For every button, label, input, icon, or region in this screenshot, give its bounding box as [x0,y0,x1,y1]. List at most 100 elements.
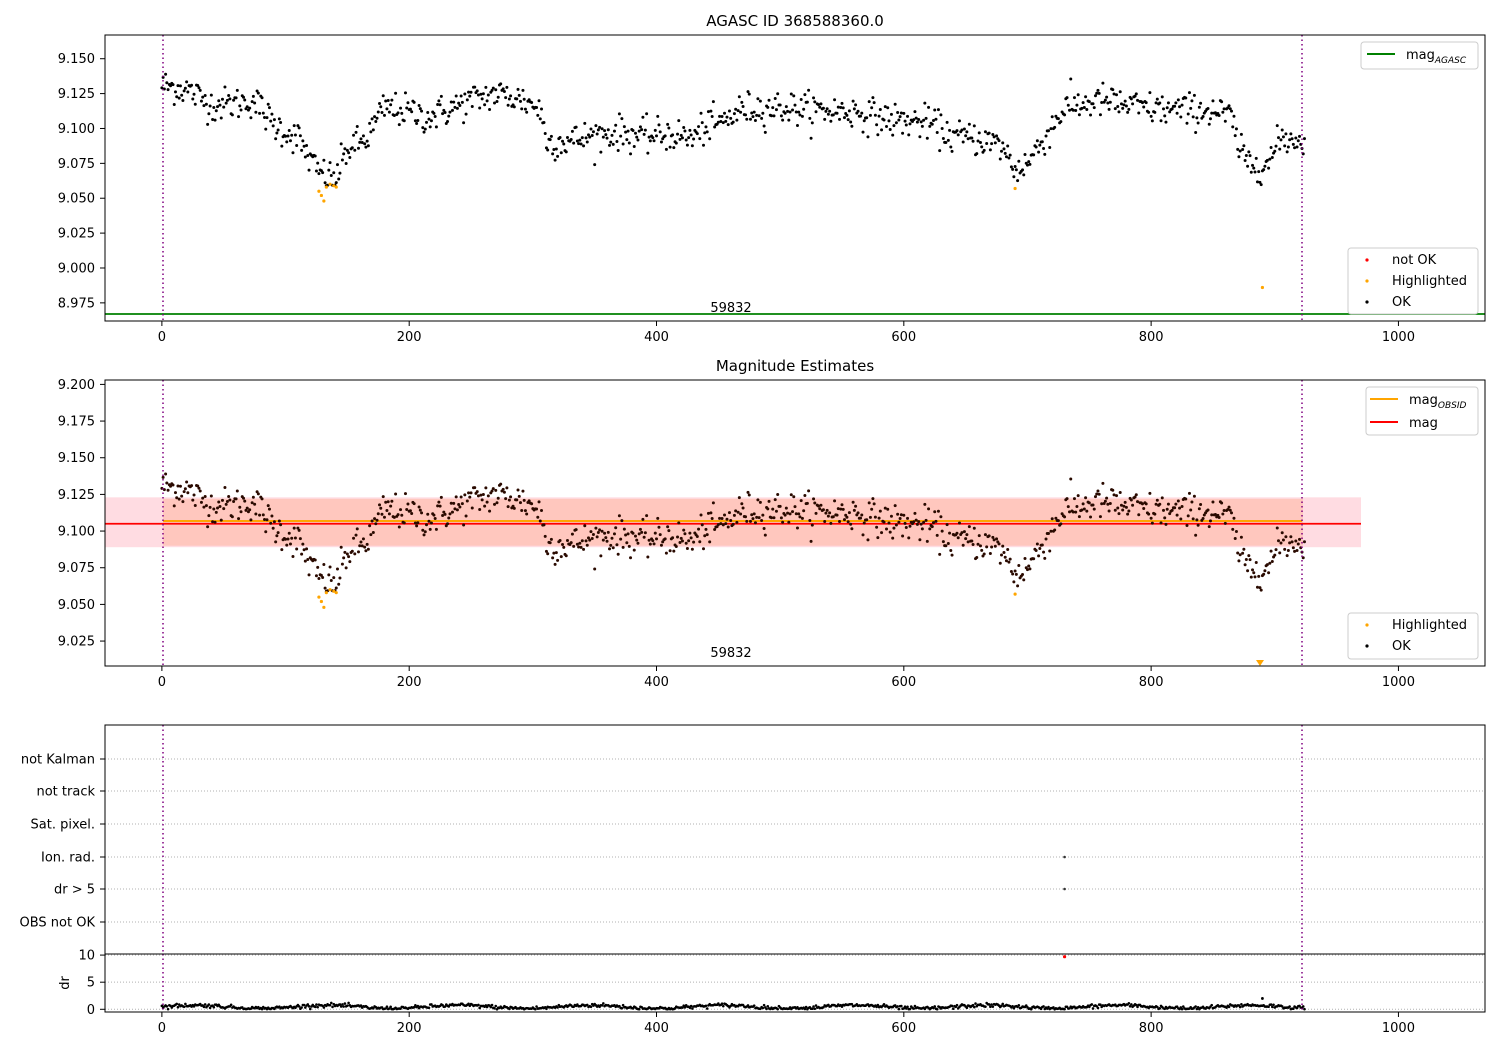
data-point [1147,512,1151,516]
data-point [897,520,901,524]
data-point [583,121,587,125]
data-point [700,121,704,125]
data-point [599,554,603,558]
data-point [590,536,594,540]
dr-x-axis: 0 200 400 600 800 1000 [158,1012,1415,1036]
data-point [776,493,780,497]
data-point [1136,500,1140,504]
dr-axis-label: dr [58,976,73,990]
data-point [601,135,605,139]
dr-point [908,1007,912,1011]
data-point [473,85,477,89]
data-point [277,519,281,523]
dr-point [882,1002,886,1006]
data-point [1134,92,1138,96]
data-point [384,99,388,103]
data-point [627,544,631,548]
data-point [1137,111,1141,115]
data-point [652,139,656,143]
data-point [1279,138,1283,142]
data-point [180,93,184,97]
data-point [432,513,436,517]
data-point [614,526,618,530]
data-point [668,549,672,553]
data-point [1173,506,1177,510]
data-point [668,145,672,149]
data-point [352,536,356,540]
data-point [403,492,407,496]
data-point [758,99,762,103]
dr-point [1001,1002,1005,1006]
data-point [347,151,351,155]
data-point [578,541,582,545]
data-point [887,119,891,123]
data-point [1072,96,1076,100]
data-point [202,505,206,509]
data-point [161,475,165,479]
data-point [556,558,560,562]
data-point [1007,156,1011,160]
data-point [731,120,735,124]
panel-magnitude-estimates: Magnitude Estimates 59832 9.0259.0509.07… [58,357,1486,690]
dr-point [1127,1001,1131,1005]
data-point [826,112,830,116]
data-point [647,538,651,542]
data-point [771,106,775,110]
panel-agasc: AGASC ID 368588360.0 59832 8.9759.0009.0… [58,12,1486,345]
data-point [819,503,823,507]
data-point [334,181,338,185]
data-point [960,128,964,132]
data-point [185,80,189,84]
dr-point [990,1003,993,1006]
data-point [408,509,412,513]
dr-point [322,1006,326,1009]
panel1-plot-area [105,35,1485,321]
data-point [882,118,886,122]
data-point [323,181,327,185]
data-point [218,103,222,107]
dr-point [208,1006,212,1010]
x-tick-label: 1000 [1382,675,1415,690]
x-tick-label: 800 [1139,330,1164,345]
dr-point [1130,1003,1133,1006]
data-point [836,507,840,511]
data-point [436,102,440,106]
data-point [366,547,370,551]
data-point [770,516,774,520]
data-point [793,505,797,509]
data-point [761,513,765,517]
data-point [1267,571,1271,575]
data-point [1228,508,1232,512]
dr-point [811,1007,814,1011]
data-point [1234,127,1238,131]
data-point [178,484,182,488]
data-point [1241,148,1245,152]
data-point [787,520,791,524]
data-point [632,145,636,149]
data-point [543,132,547,136]
data-point [1231,527,1235,531]
data-point [1016,584,1020,588]
data-point [923,502,927,506]
data-point [335,163,339,167]
data-point [752,110,756,114]
data-point [609,140,613,144]
data-point [452,100,456,104]
data-point [687,136,691,140]
data-point [1276,136,1280,140]
data-point [784,105,788,109]
data-point [459,94,463,98]
data-point [232,98,236,102]
data-point [922,520,926,524]
data-point [655,134,659,138]
panel1-marks [105,35,1485,321]
data-point [1242,547,1246,551]
data-point [658,130,662,134]
data-point [870,507,874,511]
data-point [746,490,750,494]
data-point [997,139,1001,143]
data-point [197,86,201,90]
data-point [551,152,555,156]
x-tick-label: 800 [1139,1021,1164,1036]
data-point [470,506,474,510]
